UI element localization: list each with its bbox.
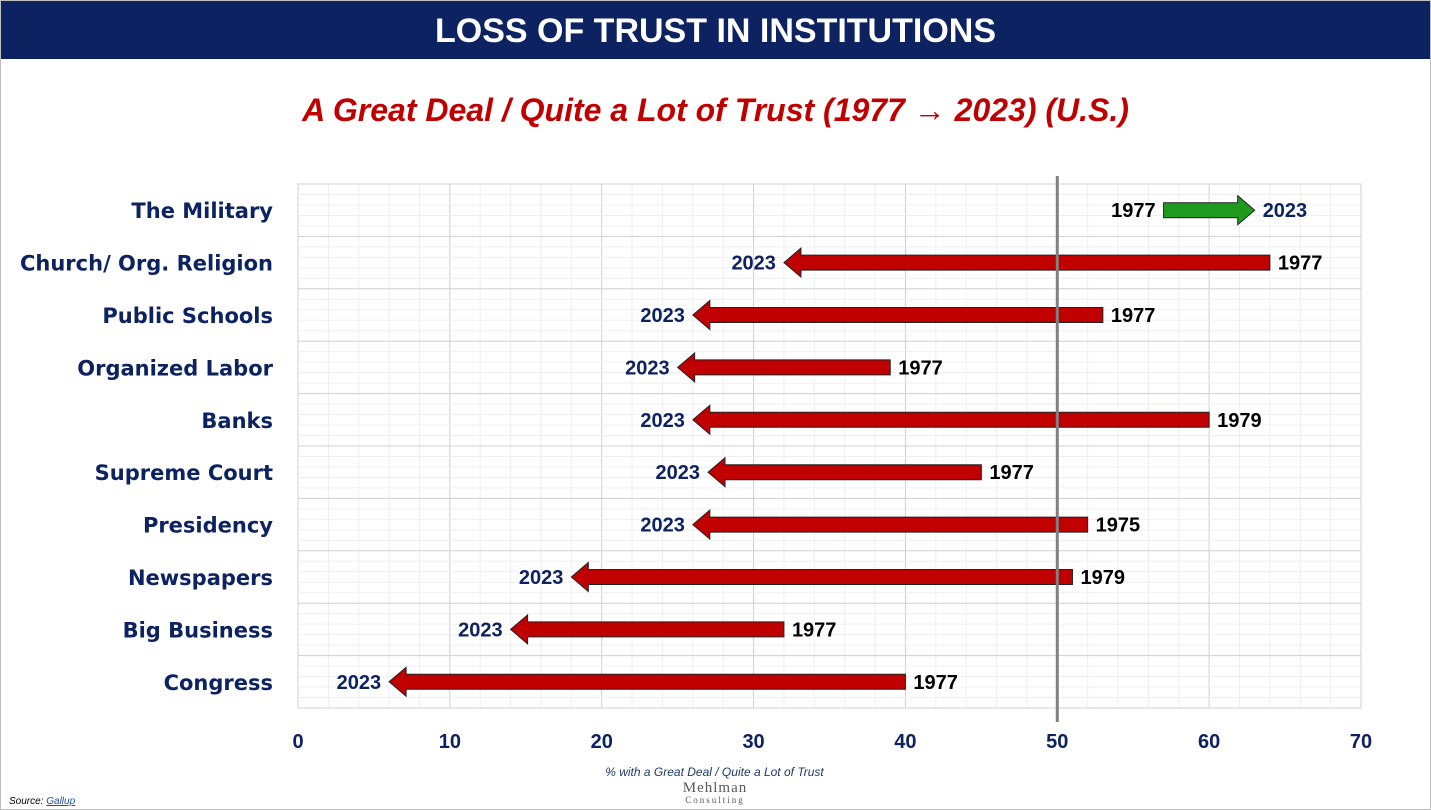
- trust-change-arrow: [692, 404, 1210, 436]
- end-year-label: 2023: [656, 462, 701, 484]
- logo-line1: Mehlman: [682, 780, 748, 796]
- end-year-label: 2023: [640, 410, 685, 432]
- x-tick-label: 20: [591, 731, 613, 753]
- trust-change-arrow: [676, 351, 891, 383]
- row-label: Church/ Org. Religion: [20, 252, 273, 276]
- end-year-label: 2023: [519, 567, 564, 589]
- start-year-label: 1977: [1111, 305, 1156, 327]
- row-label: Organized Labor: [77, 356, 273, 380]
- x-axis-title: % with a Great Deal / Quite a Lot of Tru…: [605, 765, 824, 779]
- end-year-label: 2023: [1263, 200, 1308, 222]
- company-logo: Mehlman Consulting: [655, 781, 775, 805]
- trust-change-arrow: [692, 299, 1104, 331]
- source-label: Source:: [9, 796, 44, 807]
- end-year-label: 2023: [640, 305, 685, 327]
- x-tick-label: 10: [439, 731, 461, 753]
- start-year-label: 1977: [913, 672, 958, 694]
- trust-change-arrow: [707, 456, 982, 488]
- trust-arrow-chart: 0 10 20 30 40 50 60 70 % with a Great Deal / Qui…: [20, 176, 1372, 779]
- x-tick-label: 0: [292, 731, 303, 753]
- chart-subtitle: A Great Deal / Quite a Lot of Trust (197…: [302, 92, 1129, 128]
- row-label: Newspapers: [128, 566, 273, 590]
- x-tick-label: 50: [1046, 731, 1068, 753]
- trust-change-arrow: [692, 509, 1089, 541]
- end-year-label: 2023: [731, 253, 776, 275]
- x-tick-label: 40: [894, 731, 916, 753]
- source-link[interactable]: Gallup: [46, 796, 76, 807]
- start-year-label: 1977: [989, 462, 1034, 484]
- row-label: Presidency: [143, 514, 273, 538]
- end-year-label: 2023: [640, 515, 685, 537]
- source-note: Source: Gallup: [9, 796, 75, 807]
- row-label: Congress: [164, 671, 273, 695]
- row-label: Banks: [201, 409, 273, 433]
- page-title: LOSS OF TRUST IN INSTITUTIONS: [1, 1, 1430, 59]
- logo-line2: Consulting: [685, 795, 745, 805]
- row-label: Public Schools: [102, 304, 273, 328]
- row-label: The Military: [131, 199, 273, 223]
- start-year-label: 1977: [898, 357, 943, 379]
- start-year-label: 1977: [1278, 253, 1323, 275]
- trust-change-arrow: [388, 666, 906, 698]
- end-year-label: 2023: [337, 672, 382, 694]
- x-tick-label: 70: [1350, 731, 1372, 753]
- trust-change-arrow: [570, 561, 1073, 593]
- x-tick-label: 30: [742, 731, 764, 753]
- trust-change-arrow: [509, 613, 785, 645]
- start-year-label: 1979: [1217, 410, 1262, 432]
- start-year-label: 1979: [1080, 567, 1125, 589]
- row-label: Big Business: [123, 618, 273, 642]
- start-year-label: 1977: [792, 619, 837, 641]
- start-year-label: 1975: [1096, 515, 1141, 537]
- x-tick-label: 60: [1198, 731, 1220, 753]
- row-label: Supreme Court: [95, 461, 273, 485]
- trust-change-arrow: [1163, 194, 1256, 226]
- trust-change-arrow: [783, 247, 1271, 279]
- end-year-label: 2023: [458, 619, 503, 641]
- start-year-label: 1977: [1111, 200, 1156, 222]
- end-year-label: 2023: [625, 357, 670, 379]
